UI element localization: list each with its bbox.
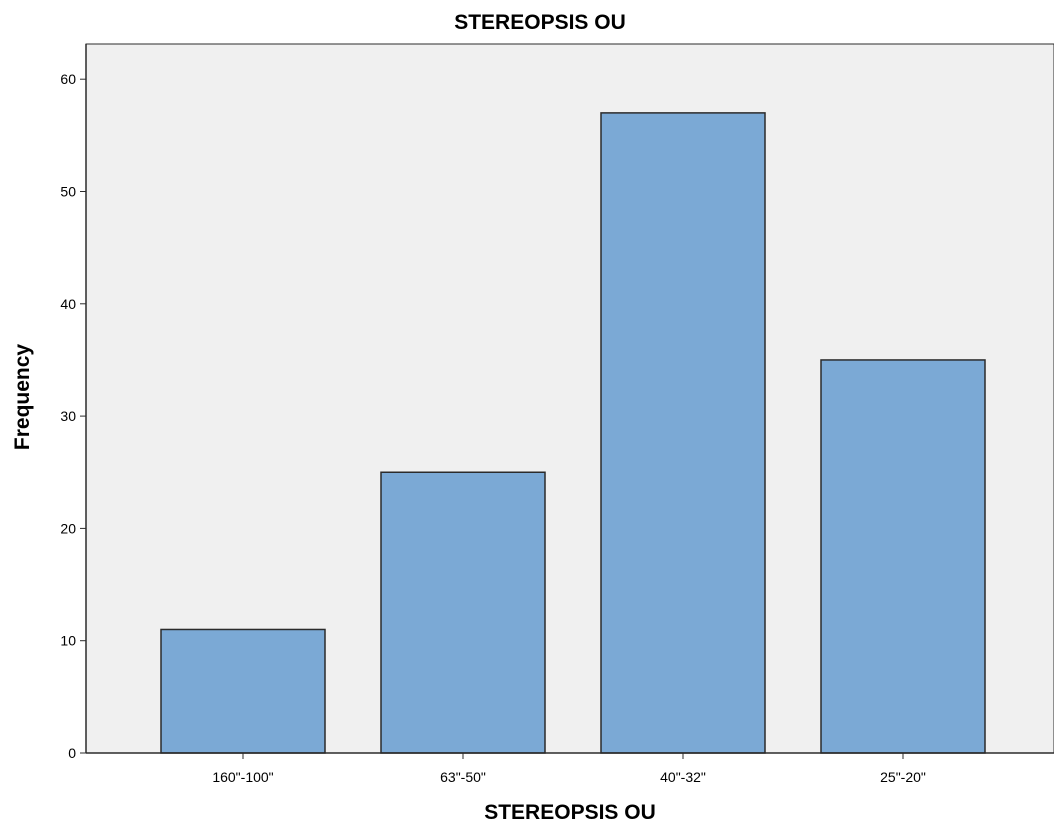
x-tick-label: 40"-32" — [660, 769, 706, 785]
chart-title: STEREOPSIS OU — [454, 11, 626, 34]
y-tick-label: 50 — [60, 184, 76, 200]
x-tick-label: 63"-50" — [440, 769, 486, 785]
y-axis-title: Frequency — [11, 344, 34, 451]
y-tick-label: 0 — [68, 745, 76, 761]
bar-4 — [820, 359, 986, 754]
bar-2 — [380, 471, 546, 754]
bar-1 — [160, 628, 326, 754]
x-tick-label: 160"-100" — [212, 769, 273, 785]
x-axis-ticks: 160"-100" 63"-50" 40"-32" 25"-20" — [212, 753, 926, 785]
y-tick-label: 30 — [60, 408, 76, 424]
y-tick-label: 40 — [60, 296, 76, 312]
y-tick-label: 20 — [60, 520, 76, 536]
bars-group — [160, 112, 986, 754]
y-tick-label: 10 — [60, 633, 76, 649]
x-tick-label: 25"-20" — [880, 769, 926, 785]
y-tick-label: 60 — [60, 71, 76, 87]
y-axis-ticks: 0 10 20 30 40 50 60 — [60, 71, 86, 761]
x-axis-title: STEREOPSIS OU — [484, 801, 656, 824]
bar-3 — [600, 112, 766, 754]
